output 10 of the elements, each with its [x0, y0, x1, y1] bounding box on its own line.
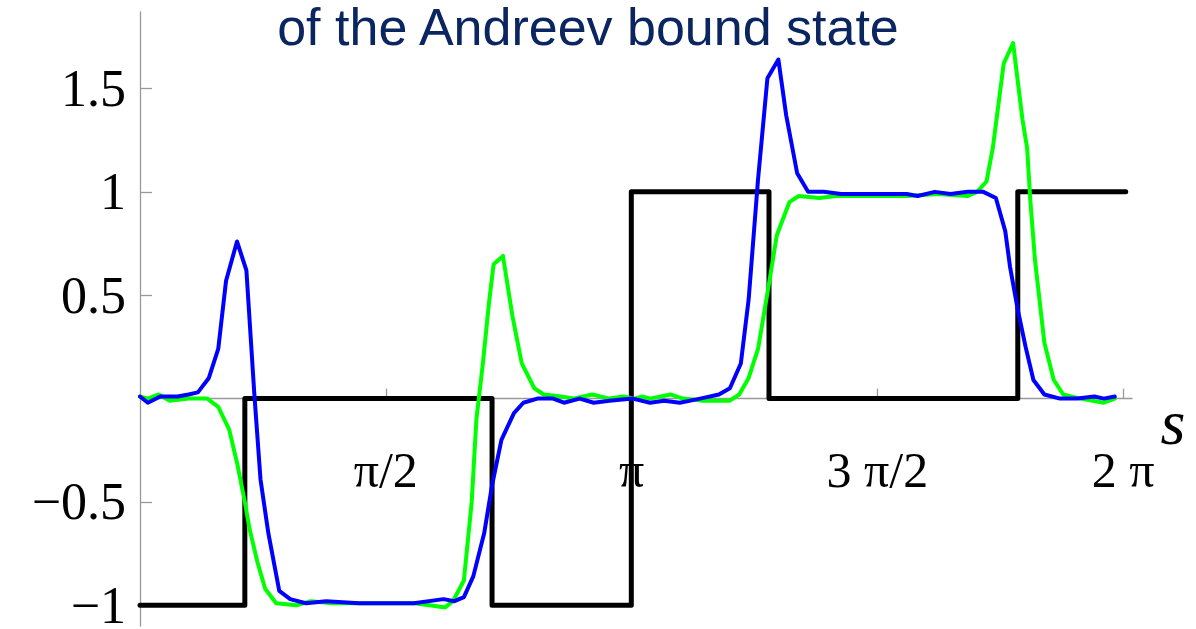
y-tick-label: 0.5 [61, 266, 126, 324]
chart-title: of the Andreev bound state [277, 0, 899, 56]
x-axis-title: s [1160, 387, 1186, 459]
x-tick-label: π/2 [353, 441, 418, 498]
y-tick-label: −0.5 [31, 473, 126, 531]
x-tick-label: 3 π/2 [826, 441, 929, 498]
y-tick-label: 1 [100, 163, 126, 221]
y-tick-label: 1.5 [61, 59, 126, 117]
x-tick-label: 2 π [1091, 441, 1155, 498]
y-tick-label: −1 [70, 576, 126, 629]
